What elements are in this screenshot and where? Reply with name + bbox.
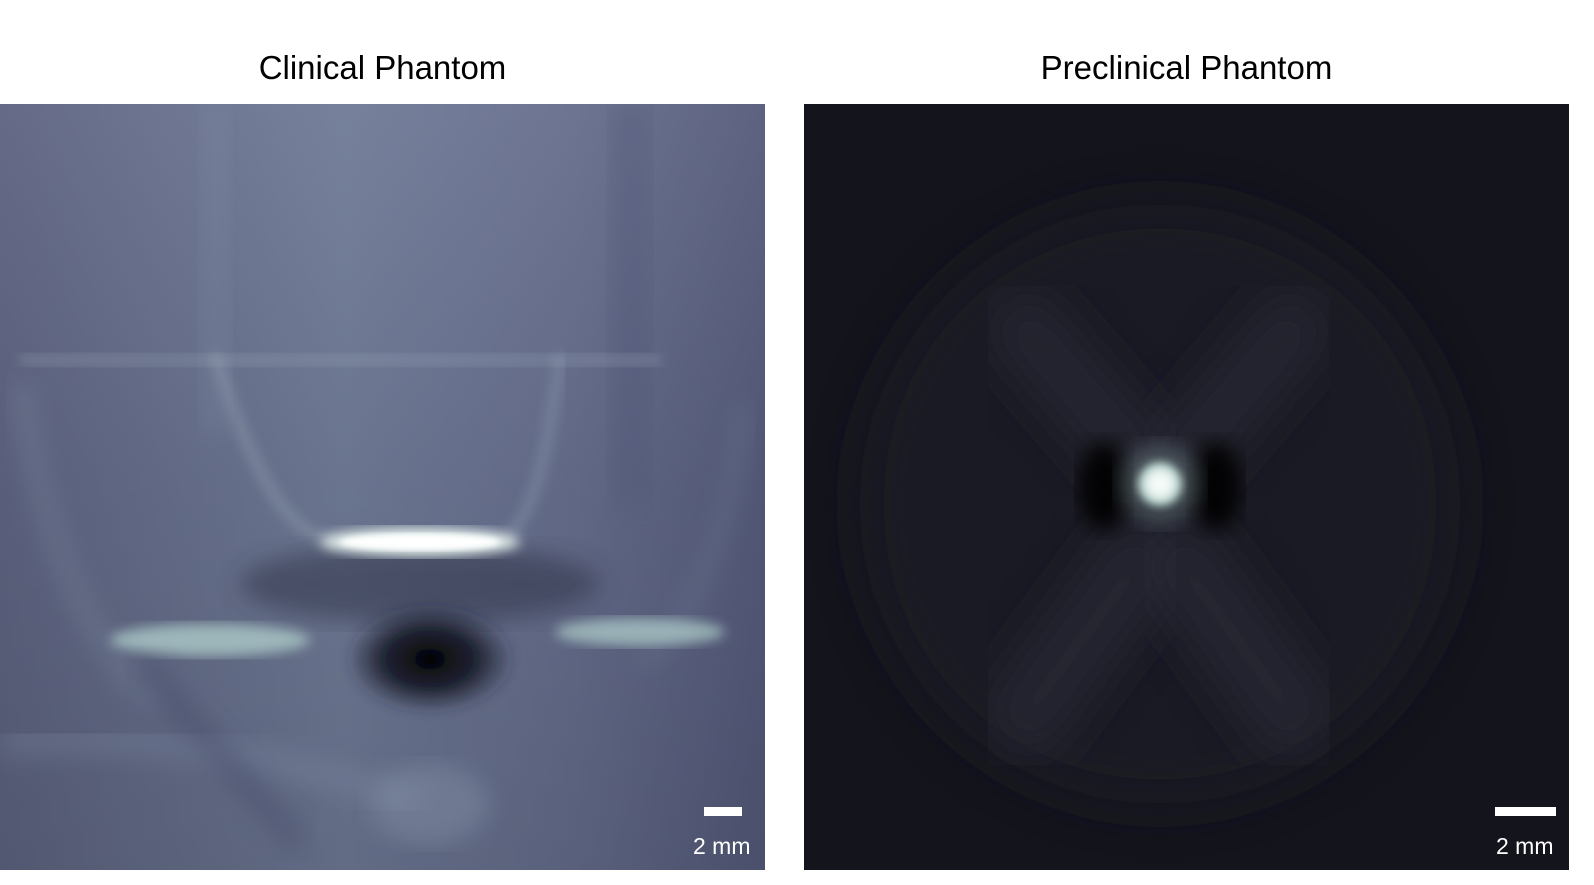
- scale-bar: [1495, 807, 1556, 816]
- scale-bar-label: 2 mm: [693, 833, 751, 859]
- preclinical-phantom-render: [804, 104, 1569, 870]
- clinical-phantom-render: [0, 104, 765, 870]
- preclinical-phantom-title: Preclinical Phantom: [1040, 49, 1333, 86]
- scale-bar: [704, 807, 742, 816]
- clinical-phantom-image: 2 mm: [0, 104, 765, 870]
- preclinical-phantom-image: 2 mm: [804, 104, 1569, 870]
- scale-bar-label: 2 mm: [1496, 833, 1554, 859]
- clinical-phantom-title: Clinical Phantom: [258, 49, 507, 86]
